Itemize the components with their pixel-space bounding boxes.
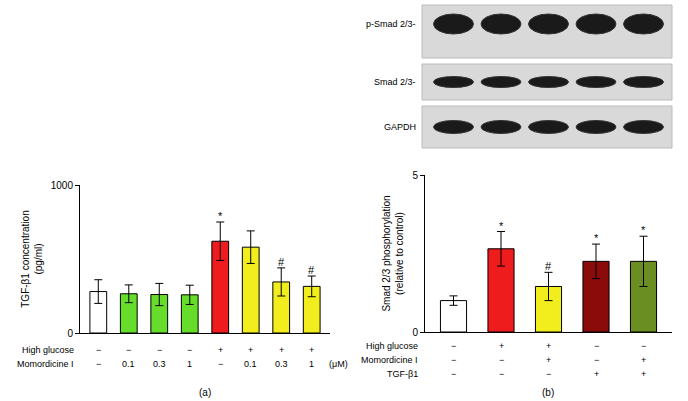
svg-text:+: +	[546, 341, 551, 351]
svg-text:(μM): (μM)	[329, 359, 348, 369]
svg-text:0.3: 0.3	[275, 359, 288, 369]
svg-text:#: #	[278, 256, 285, 268]
svg-text:#: #	[545, 260, 552, 272]
svg-text:p-Smad 2/3-: p-Smad 2/3-	[366, 19, 416, 29]
svg-text:+: +	[641, 355, 646, 365]
svg-text:−: −	[96, 345, 101, 355]
svg-text:High glucose: High glucose	[366, 341, 418, 351]
svg-text:−: −	[451, 369, 456, 379]
svg-text:5: 5	[412, 170, 418, 181]
svg-text:+: +	[546, 355, 551, 365]
svg-text:*: *	[641, 224, 646, 236]
svg-text:−: −	[96, 359, 101, 369]
svg-text:Momordicine I: Momordicine I	[361, 355, 418, 365]
svg-text:−: −	[594, 341, 599, 351]
svg-text:*: *	[499, 220, 504, 232]
svg-text:0.3: 0.3	[153, 359, 166, 369]
svg-text:High glucose: High glucose	[22, 345, 74, 355]
svg-text:Smad 2/3-: Smad 2/3-	[374, 77, 416, 87]
svg-text:TGF-β1 concentration(pg/ml): TGF-β1 concentration(pg/ml)	[20, 210, 44, 307]
svg-text:+: +	[594, 369, 599, 379]
svg-text:1: 1	[187, 359, 192, 369]
svg-text:−: −	[451, 341, 456, 351]
svg-text:+: +	[309, 345, 314, 355]
svg-text:−: −	[157, 345, 162, 355]
svg-text:TGF-β1: TGF-β1	[387, 369, 418, 379]
svg-text:1: 1	[309, 359, 314, 369]
svg-text:−: −	[499, 369, 504, 379]
svg-text:−: −	[218, 359, 223, 369]
svg-text:GAPDH: GAPDH	[384, 122, 416, 132]
svg-text:+: +	[499, 341, 504, 351]
svg-text:+: +	[279, 345, 284, 355]
svg-text:Smad 2/3 phosphorylation(relat: Smad 2/3 phosphorylation(relative to con…	[381, 195, 405, 311]
svg-text:0: 0	[412, 327, 418, 338]
svg-text:#: #	[308, 264, 315, 276]
svg-text:0: 0	[67, 328, 73, 339]
svg-text:+: +	[248, 345, 253, 355]
svg-text:−: −	[187, 345, 192, 355]
svg-text:−: −	[594, 355, 599, 365]
svg-text:*: *	[218, 210, 223, 222]
svg-text:−: −	[546, 369, 551, 379]
svg-text:−: −	[126, 345, 131, 355]
svg-text:−: −	[641, 341, 646, 351]
svg-text:+: +	[218, 345, 223, 355]
svg-text:*: *	[594, 232, 599, 244]
svg-text:(a): (a)	[199, 387, 211, 398]
svg-text:1000: 1000	[51, 180, 74, 191]
svg-text:+: +	[641, 369, 646, 379]
svg-text:0.1: 0.1	[244, 359, 257, 369]
svg-text:−: −	[499, 355, 504, 365]
svg-text:(b): (b)	[542, 387, 554, 398]
svg-text:−: −	[451, 355, 456, 365]
svg-text:0.1: 0.1	[122, 359, 135, 369]
svg-text:Momordicine I: Momordicine I	[17, 359, 74, 369]
